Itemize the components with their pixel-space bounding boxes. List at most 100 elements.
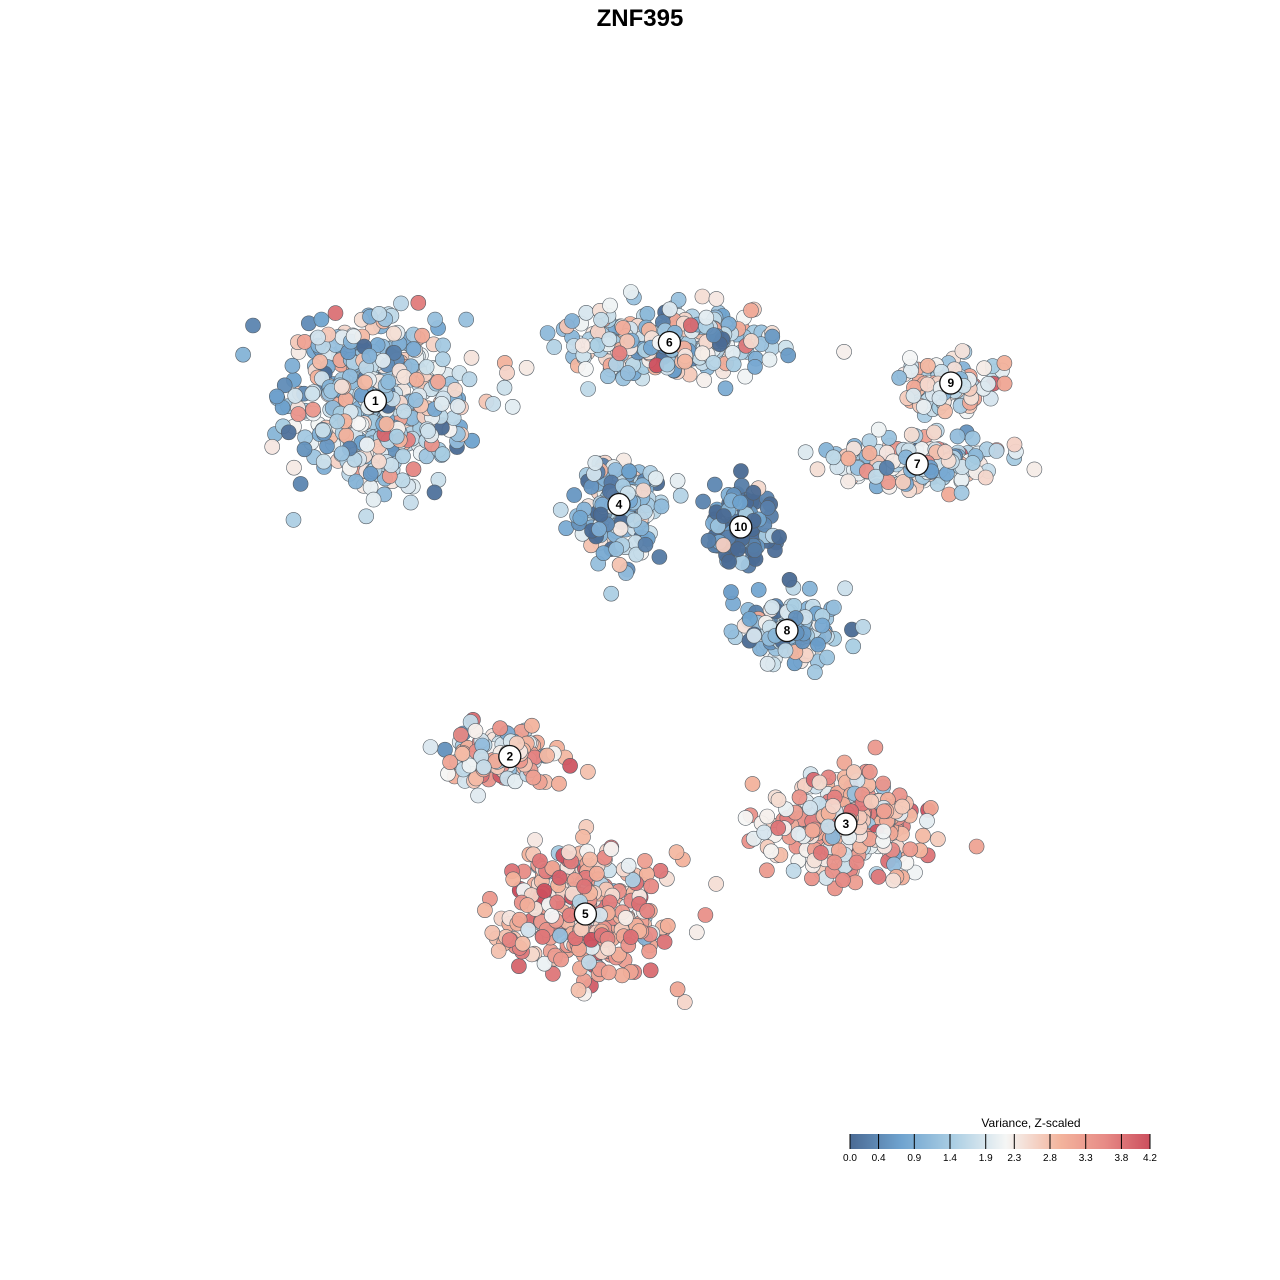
cell-point	[447, 382, 463, 398]
cell-point	[504, 398, 521, 415]
cell-point	[721, 553, 737, 570]
cell-point	[625, 872, 641, 888]
cell-point	[546, 339, 563, 355]
cell-point	[407, 392, 424, 408]
cell-point	[750, 582, 767, 598]
cell-point	[708, 291, 725, 307]
cell-point	[511, 911, 528, 928]
cell-point	[290, 406, 307, 422]
cell-point	[694, 288, 711, 305]
cell-point	[534, 929, 551, 945]
cell-point	[371, 305, 387, 322]
cell-point	[620, 365, 636, 381]
legend-tick-label: 3.3	[1079, 1153, 1093, 1164]
cell-point	[639, 903, 656, 919]
cell-point	[505, 871, 522, 888]
cell-point	[402, 494, 419, 511]
cluster-label-marker	[905, 452, 929, 476]
cell-point	[870, 421, 887, 438]
cell-point	[652, 862, 669, 879]
cell-point	[617, 910, 634, 926]
cell-point	[395, 448, 411, 465]
cell-point	[292, 476, 309, 492]
cell-point	[931, 390, 948, 407]
cell-point	[552, 502, 569, 518]
cell-point	[285, 512, 302, 528]
cell-point	[511, 958, 527, 975]
cluster-label-marker	[363, 389, 388, 413]
cell-point	[770, 792, 787, 808]
cell-point	[578, 304, 595, 321]
cell-point	[891, 369, 908, 386]
cluster-label-9: 9	[939, 371, 963, 395]
cell-point	[345, 328, 362, 345]
cluster-label-6: 6	[657, 330, 682, 355]
cell-point	[603, 841, 620, 857]
cell-point	[840, 473, 857, 490]
cell-point	[637, 853, 653, 869]
cell-point	[954, 343, 971, 359]
cell-point	[592, 506, 609, 523]
cell-point	[809, 461, 826, 478]
cell-point	[697, 907, 714, 923]
cell-point	[1006, 436, 1023, 453]
cell-point	[405, 461, 422, 478]
cell-point	[365, 491, 382, 508]
legend-tick-label: 0.0	[843, 1153, 857, 1164]
cell-point	[601, 331, 618, 348]
cell-point	[362, 466, 379, 482]
legend-tick-label: 1.9	[979, 1153, 993, 1164]
cell-point	[905, 387, 922, 404]
cell-point	[688, 924, 705, 941]
cell-point	[314, 422, 331, 439]
cell-point	[836, 343, 852, 360]
cell-point	[623, 929, 639, 945]
cluster-label-4: 4	[607, 492, 631, 517]
cell-point	[536, 955, 553, 972]
cell-point	[759, 655, 776, 672]
cell-point	[881, 429, 897, 446]
cell-point	[759, 862, 775, 879]
cell-point	[536, 883, 553, 899]
cell-point	[737, 810, 754, 826]
cell-point	[582, 851, 598, 868]
cell-point	[639, 305, 656, 322]
cell-point	[396, 403, 412, 420]
cell-point	[581, 954, 597, 971]
cell-point	[532, 853, 548, 869]
cell-point	[388, 428, 405, 445]
cell-point	[614, 967, 630, 984]
cell-point	[980, 375, 997, 392]
cell-point	[490, 943, 507, 959]
cell-point	[427, 311, 443, 328]
cell-point	[855, 619, 871, 635]
cell-point	[280, 424, 297, 441]
cell-point	[357, 374, 373, 391]
cell-point	[895, 474, 911, 490]
cell-point	[600, 940, 616, 957]
cell-point	[770, 820, 787, 836]
cell-point	[802, 800, 818, 816]
cluster-label-2: 2	[498, 744, 522, 769]
cell-point	[733, 463, 749, 479]
color-legend: Variance, Z-scaled 0.0 0.4 0.9 1.4 1.9 2.3 2.8…	[843, 1116, 1157, 1164]
cell-point	[725, 356, 742, 373]
cluster-label-text: 7	[914, 457, 921, 471]
cell-point	[430, 373, 446, 390]
cell-point	[902, 841, 919, 858]
cell-point	[435, 337, 451, 354]
cell-point	[485, 396, 501, 412]
cell-point	[414, 327, 430, 344]
cluster-label-8: 8	[775, 618, 799, 643]
cell-point	[811, 774, 828, 791]
cell-point	[780, 347, 797, 364]
cell-point	[304, 385, 321, 402]
cell-point	[575, 829, 591, 845]
cell-point	[732, 494, 749, 511]
cell-point	[937, 444, 954, 460]
cell-point	[378, 416, 395, 432]
cell-point	[296, 334, 313, 350]
cell-point	[496, 379, 513, 396]
cell-point	[868, 468, 884, 485]
cell-point	[426, 484, 443, 501]
